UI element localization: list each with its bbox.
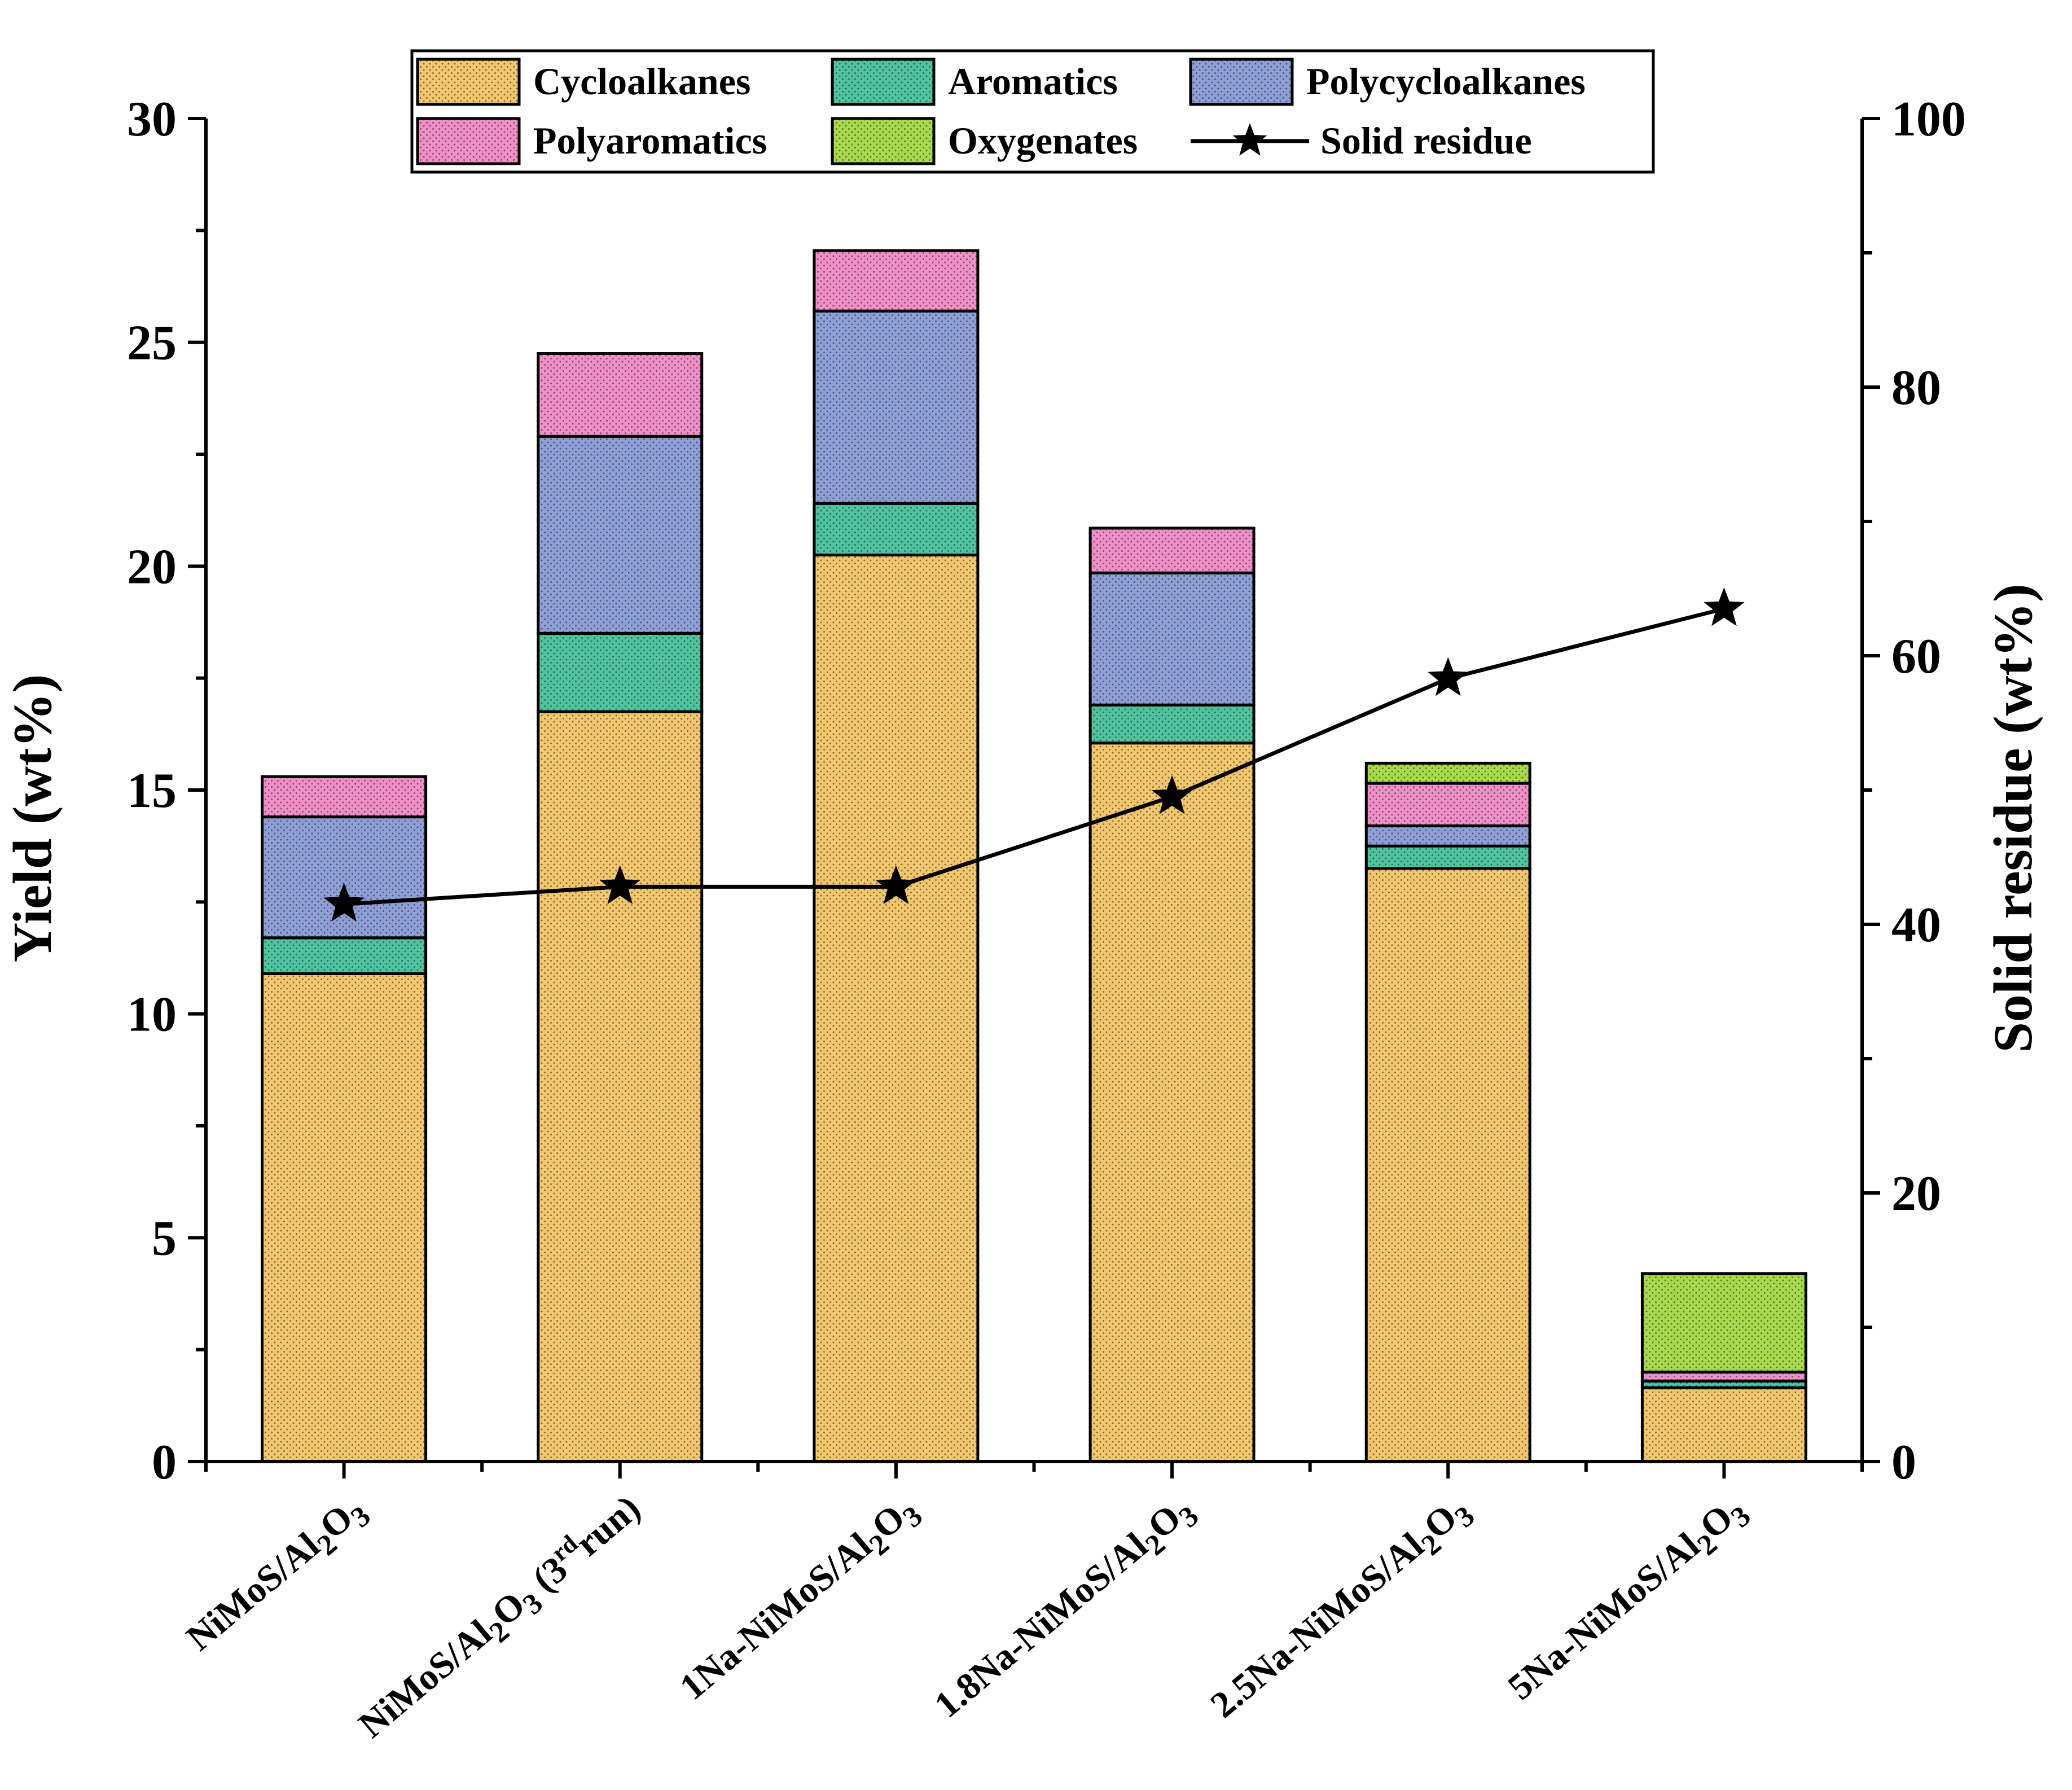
solid-residue-line xyxy=(344,607,1725,906)
y2-tick-label: 40 xyxy=(1891,898,1941,953)
legend-label: Polyaromatics xyxy=(533,119,767,162)
legend-swatch-outline xyxy=(831,58,936,106)
legend-label: Aromatics xyxy=(948,60,1118,103)
bar-outline-aromatics-2 xyxy=(813,502,980,556)
y2-axis-title: Solid residue (wt%) xyxy=(1983,583,2044,1052)
y-tick-label: 20 xyxy=(127,539,177,594)
bar-outline-polycycloalkanes-4 xyxy=(1364,824,1531,848)
bar-outline-polyaromatics-1 xyxy=(537,352,704,438)
bar-outline-aromatics-3 xyxy=(1088,703,1256,745)
y-tick-label: 30 xyxy=(127,92,177,147)
x-category-label: 1Na-NiMoS/Al2O3 xyxy=(672,1488,929,1714)
y-tick-label: 10 xyxy=(127,988,177,1042)
solid-residue-point xyxy=(599,865,640,905)
legend-star-icon xyxy=(1232,123,1267,156)
solid-residue-point xyxy=(1704,587,1745,626)
x-category-label: NiMoS/Al2O3 xyxy=(179,1488,377,1665)
bar-outline-aromatics-0 xyxy=(261,936,428,975)
solid-residue-point xyxy=(1151,775,1193,814)
legend-label: Oxygenates xyxy=(948,119,1138,162)
bar-outline-oxygenates-4 xyxy=(1364,761,1531,785)
y2-tick-label: 60 xyxy=(1891,629,1941,684)
legend-label: Cycloalkanes xyxy=(533,60,750,103)
legend-label: Solid residue xyxy=(1320,119,1532,162)
bar-outline-cycloalkanes-1 xyxy=(537,710,704,1463)
bar-outline-polyaromatics-0 xyxy=(261,775,428,819)
bar-outline-polycycloalkanes-1 xyxy=(537,435,704,635)
bar-outline-cycloalkanes-0 xyxy=(261,972,428,1463)
y2-tick-label: 80 xyxy=(1891,361,1941,415)
bar-outline-aromatics-4 xyxy=(1364,844,1531,870)
legend-swatch-outline xyxy=(1189,58,1294,106)
bar-outline-polyaromatics-2 xyxy=(813,249,980,313)
legend: Cycloalkanes Aromatics Polycycloalkanes Pol… xyxy=(410,49,1655,174)
bar-outline-aromatics-1 xyxy=(537,631,704,713)
bar-outline-oxygenates-5 xyxy=(1640,1272,1807,1374)
solid-residue-point xyxy=(875,865,917,905)
y-tick-label: 15 xyxy=(127,764,177,818)
bar-outline-polyaromatics-3 xyxy=(1088,527,1256,574)
solid-residue-line-layer xyxy=(323,587,1745,922)
legend-swatch-outline xyxy=(416,117,521,165)
y2-tick-label: 20 xyxy=(1891,1166,1941,1221)
solid-residue-point xyxy=(1428,657,1469,696)
solid-residue-point xyxy=(323,883,365,922)
y-tick-label: 0 xyxy=(152,1435,177,1490)
bar-outline-polycycloalkanes-0 xyxy=(261,815,428,940)
x-category-label: 1.8Na-NiMoS/Al2O3 xyxy=(927,1488,1205,1732)
y2-tick-label: 100 xyxy=(1891,92,1966,147)
y-tick-label: 5 xyxy=(152,1211,177,1266)
legend-label: Polycycloalkanes xyxy=(1306,60,1586,103)
bar-outline-cycloalkanes-2 xyxy=(813,554,980,1463)
x-category-label: NiMoS/Al2O3 (3rdrun) xyxy=(349,1484,653,1752)
legend-swatch-outline xyxy=(831,117,936,165)
y-tick-label: 25 xyxy=(127,316,177,371)
axes-layer: 0 5 10 15 20 25 30 0 20 40 60 80 100 xyxy=(127,92,1966,1490)
bars-layer xyxy=(261,249,1807,1463)
x-category-label: 2.5Na-NiMoS/Al2O3 xyxy=(1203,1488,1481,1732)
bar-outline-cycloalkanes-5 xyxy=(1640,1386,1807,1463)
bar-outline-cycloalkanes-4 xyxy=(1364,867,1531,1463)
y-axis-title: Yield (wt%) xyxy=(2,674,63,963)
bar-outline-cycloalkanes-3 xyxy=(1088,742,1256,1463)
bar-outline-polycycloalkanes-3 xyxy=(1088,571,1256,707)
x-category-label: 5Na-NiMoS/Al2O3 xyxy=(1500,1488,1757,1714)
legend-box xyxy=(410,49,1655,174)
y2-tick-label: 0 xyxy=(1891,1435,1916,1490)
bar-outline-polycycloalkanes-2 xyxy=(813,309,980,505)
legend-swatch-outline xyxy=(416,58,521,106)
bar-outline-polyaromatics-4 xyxy=(1364,782,1531,827)
